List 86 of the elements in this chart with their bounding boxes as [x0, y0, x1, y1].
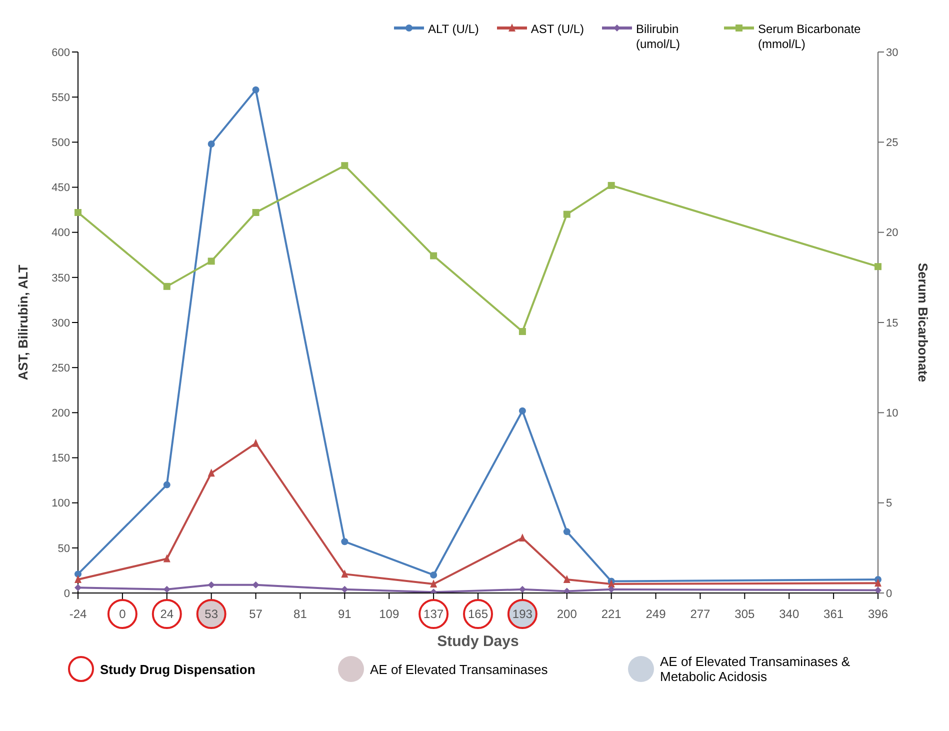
y-tick-label: 550 — [52, 92, 70, 104]
point — [518, 407, 526, 414]
text: Study Drug Dispensation — [100, 662, 256, 676]
x-tick-label: 193 — [512, 607, 533, 621]
x-tick-label: -24 — [69, 607, 87, 621]
y-tick-label: 0 — [64, 588, 70, 600]
point — [874, 263, 882, 270]
x-tick-label: 57 — [249, 607, 263, 621]
x-tick-label: 249 — [646, 607, 666, 621]
x-tick-label: 109 — [379, 607, 400, 621]
point — [563, 588, 570, 593]
point — [608, 579, 615, 588]
y-tick-label: 350 — [52, 272, 70, 284]
x-tick-label: 137 — [424, 607, 444, 621]
y2-tick-label: 10 — [886, 408, 898, 420]
x-tick-label: 200 — [556, 607, 578, 621]
point — [608, 182, 615, 189]
y2-tick-label: 5 — [886, 498, 892, 510]
point — [341, 162, 348, 170]
y2-tick-label: 25 — [886, 137, 898, 150]
point — [874, 586, 882, 593]
point — [74, 574, 82, 583]
text: AE of Elevated Transaminases & Metabolic Acidosis — [660, 654, 852, 684]
y-axis-title: AST, Bilirubin, ALT — [16, 264, 31, 380]
point — [163, 554, 170, 562]
y-tick-label: 600 — [52, 46, 70, 59]
x-tick-label: 91 — [338, 607, 352, 621]
point — [430, 252, 438, 260]
x-tick-label: 361 — [824, 607, 844, 621]
point — [208, 468, 215, 477]
legend-label: Serum Bicarbonate (mmol/L) — [758, 22, 862, 52]
y-tick-label: 150 — [52, 452, 70, 465]
y2-tick-label: 30 — [886, 46, 898, 59]
y-tick-label: 300 — [52, 317, 70, 330]
point — [74, 570, 82, 578]
point — [163, 586, 170, 593]
x-tick-label: 305 — [734, 607, 755, 621]
y2-tick-label: 20 — [886, 227, 898, 240]
y2-tick-label: 0 — [886, 588, 892, 600]
text: AE of Elevated Transaminases — [370, 662, 548, 676]
point — [430, 571, 438, 578]
point — [208, 140, 215, 148]
x-tick-label: 0 — [119, 607, 126, 621]
x-tick-label: 81 — [294, 607, 308, 621]
y-tick-label: 450 — [52, 182, 70, 194]
legend-label: ALT (U/L) — [428, 22, 479, 37]
point — [518, 534, 526, 542]
point — [608, 586, 615, 593]
point — [563, 574, 570, 583]
x-axis-title: Study Days — [437, 633, 519, 650]
point — [252, 581, 260, 588]
point — [163, 481, 170, 488]
x-tick-label: 340 — [779, 607, 800, 621]
x-tick-label: 53 — [204, 607, 218, 621]
y-tick-label: 50 — [58, 542, 70, 555]
point — [208, 258, 215, 265]
x-tick-label: 24 — [160, 607, 174, 621]
y2-axis-title: Serum Bicarbonate — [915, 262, 930, 382]
point — [341, 538, 348, 546]
y-tick-label: 400 — [52, 227, 70, 240]
point — [518, 328, 526, 336]
point — [341, 586, 348, 593]
y-tick-label: 500 — [52, 137, 70, 150]
y-tick-label: 200 — [52, 408, 70, 420]
y-tick-label: 250 — [52, 362, 70, 374]
point — [74, 208, 82, 216]
y2-tick-label: 15 — [886, 317, 898, 330]
legend-label: AST (U/L) — [530, 22, 584, 37]
y-tick-label: 100 — [52, 498, 70, 510]
point — [252, 208, 260, 216]
x-tick-label: 277 — [690, 607, 711, 621]
point — [874, 578, 882, 587]
x-tick-label: 396 — [868, 607, 888, 621]
point — [563, 210, 570, 218]
x-tick-label: 221 — [601, 607, 622, 621]
point — [341, 570, 348, 578]
point — [518, 586, 526, 593]
legend-label: Bilirubin (umol/L) — [636, 22, 682, 52]
point — [163, 282, 170, 290]
point — [430, 579, 438, 588]
x-tick-label: 165 — [468, 607, 488, 621]
point — [74, 584, 82, 592]
point — [252, 86, 260, 94]
point — [208, 581, 215, 588]
point — [252, 438, 260, 447]
point — [563, 528, 570, 536]
